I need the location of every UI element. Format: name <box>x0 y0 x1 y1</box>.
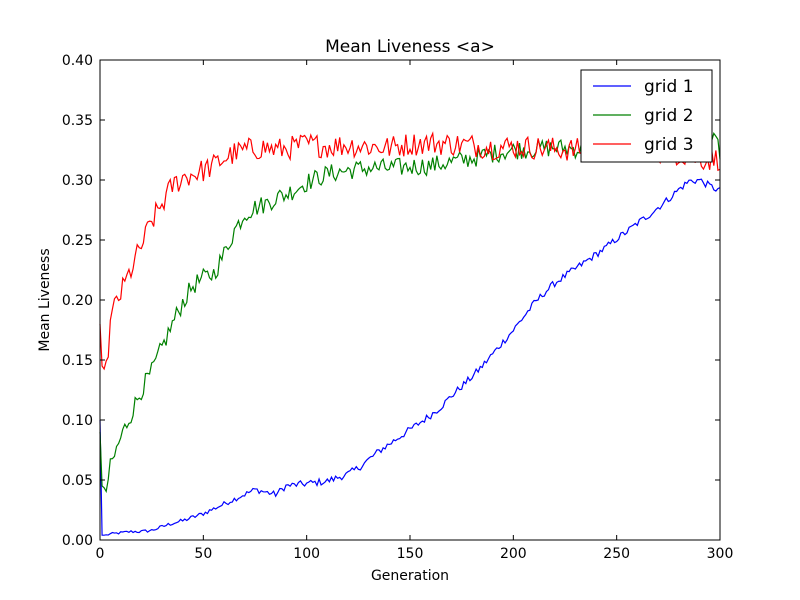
x-tick-label: 100 <box>293 546 320 562</box>
y-tick-label: 0.20 <box>62 293 93 309</box>
x-tick-label: 250 <box>603 546 630 562</box>
x-tick-label: 200 <box>500 546 527 562</box>
series-line-grid-1 <box>99 178 721 536</box>
y-tick-label: 0.00 <box>62 533 93 549</box>
legend-label: grid 2 <box>644 106 694 126</box>
y-tick-label: 0.35 <box>62 113 93 129</box>
legend: grid 1 grid 2 grid 3 <box>580 69 713 163</box>
legend-box <box>580 69 713 163</box>
x-tick-label: 300 <box>707 546 734 562</box>
x-tick-label: 150 <box>397 546 424 562</box>
x-tick-label: 0 <box>96 546 105 562</box>
y-tick-label: 0.05 <box>62 473 93 489</box>
y-tick-label: 0.10 <box>62 413 93 429</box>
x-axis-label: Generation <box>371 568 449 584</box>
legend-label: grid 3 <box>644 135 694 155</box>
y-tick-label: 0.25 <box>62 233 93 249</box>
legend-label: grid 1 <box>644 77 694 97</box>
x-axis-ticks: 0 50 100 150 200 250 300 <box>96 60 734 562</box>
y-axis-ticks: 0.00 0.05 0.10 0.15 0.20 0.25 0.30 0.35 0.40 <box>62 53 720 549</box>
chart-title: Mean Liveness <a> <box>325 37 495 57</box>
x-tick-label: 50 <box>194 546 212 562</box>
y-axis-label: Mean Liveness <box>37 248 53 351</box>
y-tick-label: 0.40 <box>62 53 93 69</box>
y-tick-label: 0.30 <box>62 173 93 189</box>
y-tick-label: 0.15 <box>62 353 93 369</box>
